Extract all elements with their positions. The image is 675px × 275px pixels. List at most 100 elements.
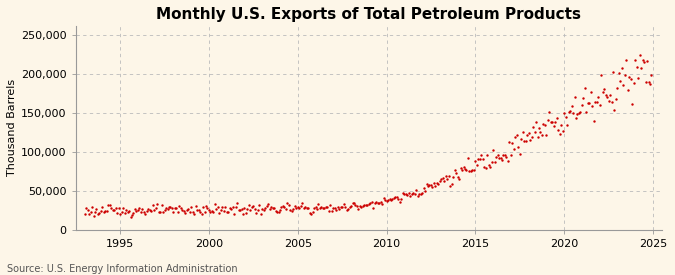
Point xyxy=(448,175,458,179)
Point xyxy=(578,96,589,100)
Point xyxy=(455,166,466,170)
Point xyxy=(246,205,257,210)
Point xyxy=(225,207,236,211)
Point xyxy=(451,170,462,175)
Point xyxy=(500,153,510,157)
Point xyxy=(82,208,93,212)
Point xyxy=(158,209,169,214)
Point xyxy=(528,125,539,129)
Point xyxy=(113,206,124,211)
Point xyxy=(261,204,272,208)
Point xyxy=(146,209,157,213)
Point xyxy=(625,77,636,81)
Point xyxy=(558,129,568,133)
Point xyxy=(409,192,420,196)
Point xyxy=(553,128,564,133)
Point xyxy=(255,212,266,216)
Point xyxy=(532,135,543,139)
Point xyxy=(233,208,244,212)
Point xyxy=(517,130,528,134)
Point xyxy=(125,215,136,219)
Point xyxy=(131,209,142,213)
Point xyxy=(151,206,161,210)
Point xyxy=(292,205,303,209)
Point xyxy=(99,210,109,214)
Point xyxy=(556,123,566,128)
Point xyxy=(348,201,359,205)
Point xyxy=(153,210,164,215)
Point xyxy=(526,135,537,139)
Point xyxy=(277,204,288,208)
Point xyxy=(79,211,90,216)
Point xyxy=(440,174,451,178)
Point xyxy=(614,71,624,75)
Point xyxy=(187,210,198,214)
Point xyxy=(196,212,207,216)
Point xyxy=(471,163,482,167)
Point xyxy=(276,205,287,210)
Point xyxy=(281,207,292,211)
Point xyxy=(537,133,547,137)
Point xyxy=(232,201,242,205)
Point xyxy=(611,97,622,101)
Point xyxy=(464,168,475,173)
Point xyxy=(454,177,464,181)
Point xyxy=(406,192,417,196)
Point xyxy=(476,152,487,157)
Point xyxy=(183,207,194,211)
Point xyxy=(543,118,554,122)
Point xyxy=(580,86,591,90)
Point xyxy=(442,177,453,181)
Point xyxy=(425,183,436,187)
Point xyxy=(308,206,319,210)
Point xyxy=(325,202,335,207)
Point xyxy=(608,70,618,74)
Point xyxy=(310,204,321,209)
Point xyxy=(189,212,200,216)
Point xyxy=(435,179,446,183)
Point xyxy=(572,112,583,116)
Point xyxy=(291,206,302,210)
Point xyxy=(378,196,389,200)
Point xyxy=(371,200,381,205)
Point xyxy=(587,103,597,108)
Point xyxy=(307,209,318,214)
Point xyxy=(498,153,509,158)
Point xyxy=(383,198,394,203)
Point xyxy=(363,201,374,206)
Point xyxy=(334,207,345,211)
Point xyxy=(85,210,96,214)
Point xyxy=(581,110,592,114)
Point xyxy=(603,99,614,104)
Point xyxy=(365,201,376,205)
Point xyxy=(360,203,371,207)
Point xyxy=(396,197,407,202)
Point xyxy=(508,147,519,151)
Point xyxy=(384,197,395,202)
Point xyxy=(601,95,612,99)
Point xyxy=(609,108,620,112)
Point xyxy=(343,207,354,211)
Point xyxy=(408,191,418,196)
Point xyxy=(251,211,262,215)
Point xyxy=(439,179,450,184)
Point xyxy=(637,58,648,62)
Point xyxy=(597,89,608,94)
Point xyxy=(134,206,145,211)
Point xyxy=(273,210,284,214)
Point xyxy=(352,204,362,208)
Point xyxy=(362,202,373,207)
Point xyxy=(583,100,593,105)
Point xyxy=(350,203,361,208)
Point xyxy=(535,130,546,134)
Point xyxy=(86,205,97,209)
Point xyxy=(254,202,265,207)
Point xyxy=(620,73,630,78)
Point xyxy=(300,205,310,210)
Point xyxy=(184,210,195,214)
Point xyxy=(127,213,138,218)
Point xyxy=(238,212,248,216)
Point xyxy=(590,100,601,104)
Point xyxy=(329,206,340,210)
Point xyxy=(344,205,355,209)
